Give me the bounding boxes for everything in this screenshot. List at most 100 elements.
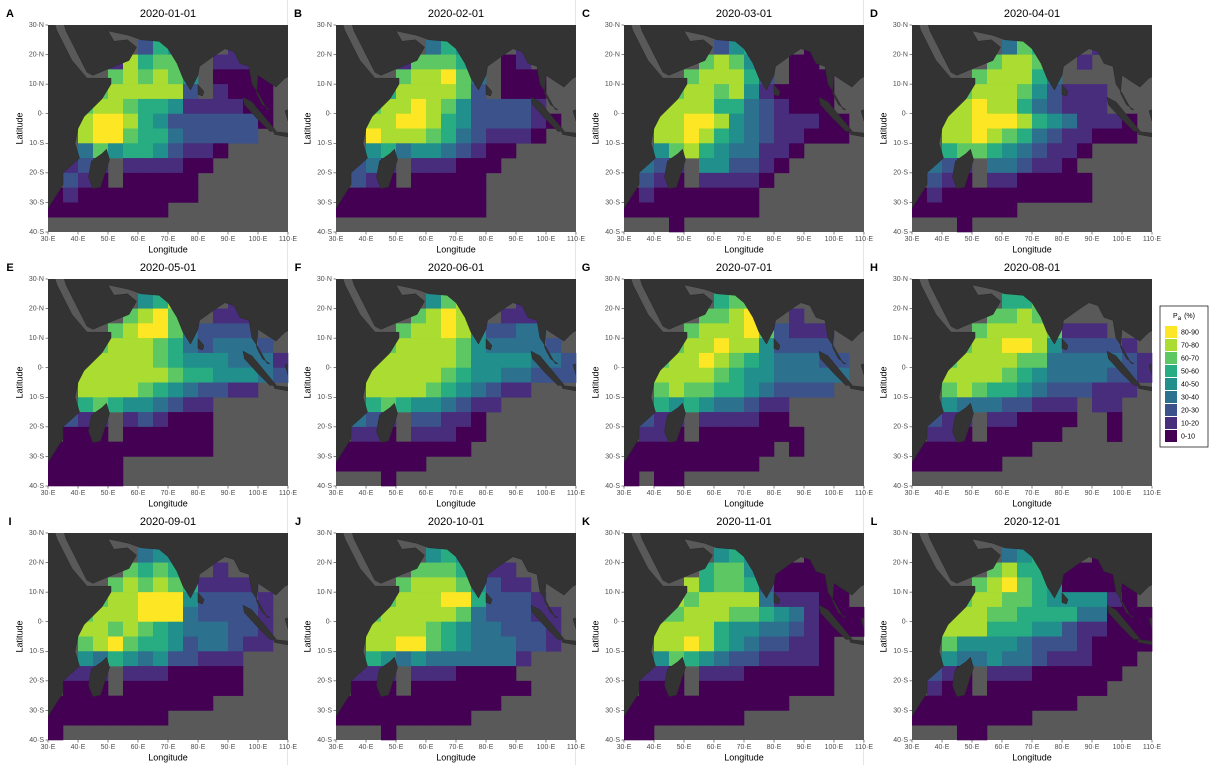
landmass — [928, 279, 1152, 365]
y-tick-label: 10·S — [893, 394, 908, 401]
heat-cell — [123, 666, 139, 682]
heat-cell — [258, 338, 274, 354]
heat-cell — [789, 426, 805, 442]
heat-cell — [729, 172, 745, 188]
y-tick-label: 40·S — [29, 229, 44, 236]
heat-cell — [108, 441, 124, 457]
heat-cell — [168, 113, 184, 129]
heat-cell — [1032, 338, 1048, 354]
heat-cell — [516, 128, 532, 144]
heat-cell — [1077, 606, 1093, 623]
heat-cell — [789, 338, 805, 354]
heat-cell — [729, 143, 745, 159]
heat-cell — [654, 412, 670, 428]
heat-cell — [957, 217, 973, 233]
heat-cell — [93, 636, 109, 652]
y-tick-label: 30·S — [29, 453, 44, 460]
heat-cell — [1107, 367, 1123, 383]
y-axis-label: Latitude — [878, 112, 888, 144]
heat-cell — [168, 651, 184, 667]
heat-cell — [759, 143, 775, 159]
heat-cell — [714, 441, 730, 457]
heat-cell — [1047, 98, 1063, 115]
x-tick-label: 70·E — [449, 744, 464, 751]
heat-cell — [1077, 84, 1093, 100]
heat-cell — [108, 113, 124, 129]
y-tick-label: 20·N — [317, 51, 332, 58]
x-tick-label: 70·E — [161, 236, 176, 243]
heat-cell — [1017, 84, 1033, 100]
heat-cell — [366, 710, 382, 726]
x-tick-label: 100·E — [1113, 744, 1132, 751]
heat-cell — [153, 412, 169, 428]
heat-cell — [1017, 382, 1033, 398]
heat-cell — [759, 621, 775, 637]
panel-tag: E — [6, 262, 13, 274]
heat-cell — [426, 636, 442, 652]
heat-cell — [411, 695, 427, 711]
heat-cell — [729, 666, 745, 682]
heat-cell — [411, 367, 427, 383]
heat-cell — [744, 202, 760, 218]
heat-cell — [729, 308, 745, 324]
heat-cell — [228, 84, 244, 100]
heat-cell — [654, 471, 670, 487]
heat-cell — [63, 202, 79, 218]
heat-cell — [486, 636, 502, 652]
heat-cell — [411, 172, 427, 188]
heat-cell — [1017, 172, 1033, 188]
heat-cell — [351, 680, 367, 696]
heat-cell — [243, 382, 259, 398]
heat-cell — [183, 621, 199, 637]
heat-cell — [516, 84, 532, 100]
heat-cell — [456, 441, 472, 457]
heat-cell — [1047, 636, 1063, 652]
heat-cell — [183, 367, 199, 383]
heat-cell — [1092, 367, 1108, 383]
heat-cell — [1017, 562, 1033, 578]
heat-cell — [849, 621, 865, 637]
legend-swatch — [1165, 365, 1177, 377]
heat-cell — [972, 606, 988, 623]
heat-cell — [1002, 382, 1018, 398]
heat-cell — [714, 202, 730, 218]
heat-cell — [744, 456, 760, 472]
y-tick-label: 30·N — [29, 22, 44, 29]
heat-cell — [927, 202, 943, 218]
heat-cell — [411, 69, 427, 85]
heat-cell — [366, 202, 382, 218]
heat-cell — [684, 621, 700, 637]
heat-cell — [729, 577, 745, 593]
heat-cell — [1077, 113, 1093, 129]
heat-cell — [987, 84, 1003, 100]
heat-cell — [138, 39, 154, 55]
x-axis-label: Longitude — [148, 498, 188, 508]
heat-cell — [456, 382, 472, 398]
heat-cell — [669, 202, 685, 218]
panel-tag: F — [295, 262, 302, 274]
heat-cell — [1092, 651, 1108, 667]
heat-cell — [684, 651, 700, 667]
heat-cell — [123, 441, 139, 457]
heat-cell — [381, 441, 397, 457]
heat-cell — [684, 456, 700, 472]
heat-cell — [396, 456, 412, 472]
heat-cell — [78, 397, 94, 413]
heat-cell — [987, 98, 1003, 115]
heat-cell — [1077, 128, 1093, 144]
y-tick-label: 20·S — [893, 424, 908, 431]
heat-cell — [744, 367, 760, 383]
y-tick-label: 40·S — [317, 229, 332, 236]
heat-cell — [927, 710, 943, 726]
heat-cell — [411, 651, 427, 667]
heat-cell — [1002, 441, 1018, 457]
heat-cell — [426, 84, 442, 100]
heat-cell — [441, 412, 457, 428]
heat-cell — [1107, 636, 1123, 652]
heat-cell — [153, 680, 169, 696]
x-tick-label: 40·E — [359, 490, 374, 497]
heat-cell — [426, 367, 442, 383]
y-tick-label: 10·S — [605, 648, 620, 655]
heat-cell — [153, 606, 169, 623]
heat-cell — [426, 352, 442, 369]
